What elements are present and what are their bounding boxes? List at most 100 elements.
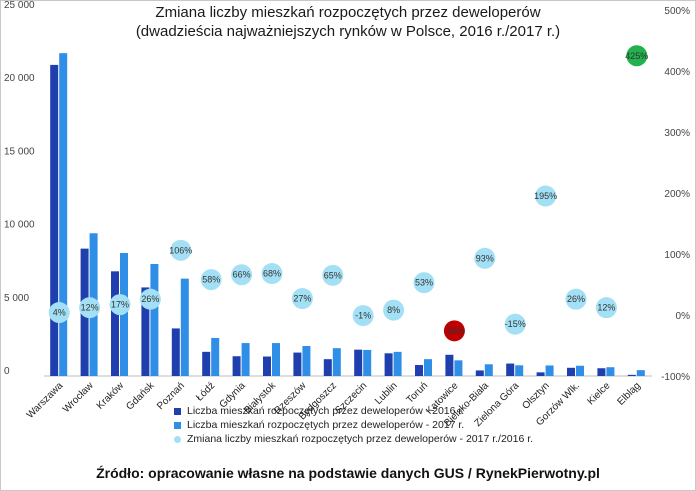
bar-2016 bbox=[202, 351, 211, 376]
chart-title: Zmiana liczby mieszkań rozpoczętych prze… bbox=[155, 4, 541, 21]
change-marker bbox=[535, 185, 557, 207]
change-label: 58% bbox=[202, 275, 220, 285]
bar-2017 bbox=[211, 337, 220, 376]
bar-2016 bbox=[445, 354, 454, 376]
bar-2016 bbox=[111, 271, 119, 376]
bar-2016 bbox=[536, 372, 545, 376]
legend-label-2017: Liczba mieszkań rozpoczętych przez dewel… bbox=[187, 419, 465, 431]
bar-2017 bbox=[636, 370, 645, 376]
change-marker bbox=[261, 263, 283, 285]
y2-tick-label: -100% bbox=[661, 372, 690, 383]
change-marker bbox=[109, 294, 131, 316]
y2-tick-label: 100% bbox=[664, 250, 690, 261]
change-marker bbox=[352, 305, 374, 327]
change-label: -26% bbox=[444, 326, 465, 336]
bar-2017 bbox=[272, 343, 280, 376]
change-label: 93% bbox=[476, 253, 494, 263]
change-label: 12% bbox=[597, 303, 615, 313]
change-marker bbox=[170, 239, 192, 261]
change-marker bbox=[200, 269, 222, 291]
bar-2017 bbox=[241, 343, 250, 376]
bar-2017 bbox=[393, 351, 402, 376]
change-marker bbox=[504, 313, 526, 335]
bar-2016 bbox=[354, 349, 363, 376]
bar-2016 bbox=[293, 352, 302, 376]
change-label: -1% bbox=[355, 311, 371, 321]
chart-subtitle: (dwadzieścia najważniejszych rynków w Po… bbox=[135, 23, 561, 40]
bar-2016 bbox=[597, 368, 606, 376]
bar-2017 bbox=[363, 349, 372, 376]
bar-2016 bbox=[415, 365, 423, 376]
legend-swatch-change bbox=[174, 435, 181, 443]
change-marker bbox=[139, 288, 161, 310]
category-label: Łódź bbox=[194, 380, 217, 403]
bar-2017 bbox=[606, 367, 615, 376]
change-label: 27% bbox=[293, 294, 311, 304]
change-marker bbox=[291, 288, 313, 310]
change-label: 4% bbox=[53, 308, 66, 318]
category-label: Toruń bbox=[405, 380, 430, 405]
category-label: Gdańsk bbox=[124, 380, 157, 413]
bar-2016 bbox=[232, 356, 241, 376]
y2-tick-label: 0% bbox=[676, 311, 691, 322]
bar-2017 bbox=[302, 345, 311, 376]
bar-2016 bbox=[323, 359, 332, 376]
change-marker bbox=[322, 264, 344, 286]
legend: Liczba mieszkań rozpoczętych przez dewel… bbox=[174, 404, 533, 446]
change-marker bbox=[231, 264, 253, 286]
y2-tick-label: 300% bbox=[664, 128, 690, 139]
change-label: 17% bbox=[111, 300, 129, 310]
change-label: 65% bbox=[324, 270, 342, 280]
legend-label-change: Zmiana liczby mieszkań rozpoczętych prze… bbox=[187, 433, 534, 445]
y2-tick-label: 200% bbox=[664, 189, 690, 200]
legend-item-change: Zmiana liczby mieszkań rozpoczętych prze… bbox=[174, 432, 533, 446]
y-tick-label: 5 000 bbox=[4, 293, 29, 304]
bar-2016 bbox=[384, 353, 393, 376]
y-tick-label: 15 000 bbox=[4, 146, 35, 157]
change-marker bbox=[595, 297, 617, 319]
legend-label-2016: Liczba mieszkań rozpoczętych przez dewel… bbox=[187, 405, 465, 417]
category-label: Elbląg bbox=[615, 380, 642, 407]
change-label: 68% bbox=[263, 269, 281, 279]
category-label: Kielce bbox=[585, 380, 612, 407]
change-label: 8% bbox=[387, 305, 400, 315]
bar-2016 bbox=[171, 328, 180, 376]
bar-2017 bbox=[120, 253, 128, 376]
change-label: -15% bbox=[505, 319, 526, 329]
change-marker bbox=[565, 288, 587, 310]
legend-swatch-2017 bbox=[174, 421, 181, 429]
change-label: 53% bbox=[415, 278, 433, 288]
change-marker bbox=[626, 45, 648, 67]
legend-item-2016: Liczba mieszkań rozpoczętych przez dewel… bbox=[174, 404, 533, 418]
legend-item-2017: Liczba mieszkań rozpoczętych przez dewel… bbox=[174, 418, 533, 432]
bar-2017 bbox=[454, 360, 463, 376]
bar-2016 bbox=[475, 370, 484, 376]
y-tick-label: 20 000 bbox=[4, 73, 35, 84]
bar-2017 bbox=[484, 364, 493, 376]
change-label: 26% bbox=[141, 294, 159, 304]
change-label: 195% bbox=[534, 191, 557, 201]
bar-2016 bbox=[567, 367, 575, 376]
change-label: 66% bbox=[233, 270, 251, 280]
y-tick-label: 25 000 bbox=[4, 0, 35, 11]
y-tick-label: 10 000 bbox=[4, 220, 35, 231]
bar-2017 bbox=[424, 359, 432, 376]
bar-2017 bbox=[332, 348, 341, 376]
source-note: Źródło: opracowanie własne na podstawie … bbox=[96, 465, 600, 481]
category-label: Lublin bbox=[373, 380, 400, 407]
bar-2017 bbox=[59, 53, 68, 377]
bar-2017 bbox=[180, 278, 189, 376]
bar-2016 bbox=[627, 374, 636, 376]
bar-2017 bbox=[576, 365, 584, 376]
bar-2016 bbox=[50, 64, 59, 377]
bar-2017 bbox=[545, 365, 554, 376]
change-marker bbox=[443, 320, 465, 342]
y2-tick-label: 500% bbox=[664, 6, 690, 17]
change-label: 106% bbox=[169, 245, 192, 255]
change-marker bbox=[474, 247, 496, 269]
change-label: 26% bbox=[567, 294, 585, 304]
category-label: Wrocław bbox=[61, 380, 96, 415]
change-label: 12% bbox=[81, 303, 99, 313]
